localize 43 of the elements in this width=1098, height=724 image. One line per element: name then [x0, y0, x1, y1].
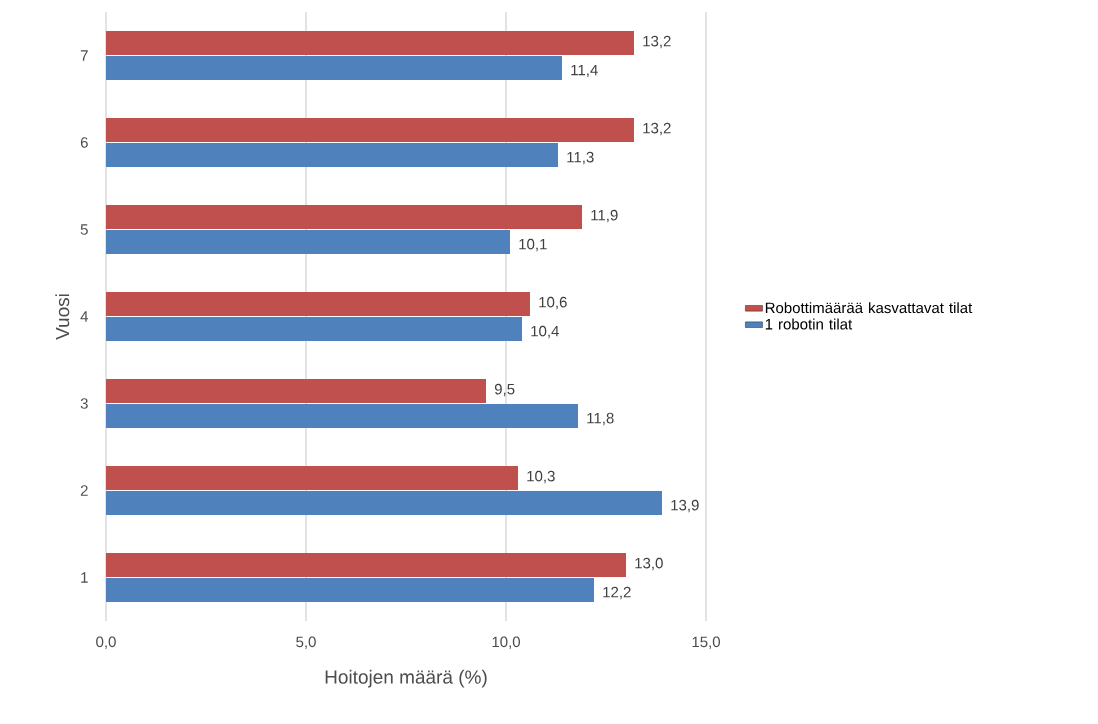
data-label: 13,2	[643, 35, 671, 49]
data-label: 12,2	[603, 586, 631, 600]
data-label: 10,4	[531, 325, 559, 339]
data-label: 11,3	[567, 151, 594, 165]
legend-label: Robottimäärää kasvattavat tilat	[765, 302, 973, 314]
y-tick-label: 4	[80, 311, 89, 322]
bar	[106, 466, 518, 491]
bar	[106, 491, 662, 516]
x-tick-label: 10,0	[492, 636, 520, 649]
bar	[106, 205, 583, 230]
y-tick-label: 3	[80, 398, 88, 409]
y-tick-label: 2	[80, 485, 88, 496]
data-label: 10,1	[519, 238, 547, 252]
y-tick-label: 5	[80, 224, 88, 235]
x-tick-label: 15,0	[692, 636, 720, 649]
bar	[106, 143, 559, 168]
data-label: 10,3	[527, 470, 555, 484]
bar	[106, 404, 578, 429]
y-tick-label: 1	[81, 572, 88, 583]
bar	[106, 31, 634, 56]
bar	[106, 230, 510, 255]
bar	[106, 553, 627, 578]
y-tick-label: 7	[80, 50, 88, 61]
x-tick-label: 0,0	[96, 636, 116, 649]
bar	[106, 317, 522, 342]
legend-label: 1 robotin tilat	[765, 318, 853, 330]
data-label: 11,4	[571, 64, 598, 78]
data-label: 11,8	[587, 412, 614, 426]
data-label: 13,0	[635, 557, 663, 571]
bar	[106, 56, 562, 81]
data-label: 13,2	[643, 122, 671, 136]
x-axis-title: Hoitojen määrä (%)	[325, 669, 487, 688]
data-label: 13,9	[671, 499, 699, 513]
bar	[106, 578, 594, 603]
data-label: 10,6	[539, 296, 567, 310]
y-axis-title: Vuosi	[55, 294, 70, 340]
data-label: 11,9	[591, 209, 618, 223]
data-label: 9,5	[494, 383, 515, 397]
bar	[106, 292, 530, 317]
bar	[106, 379, 486, 404]
bar	[106, 118, 634, 143]
x-tick-label: 5,0	[296, 636, 316, 649]
y-tick-label: 6	[80, 137, 88, 148]
